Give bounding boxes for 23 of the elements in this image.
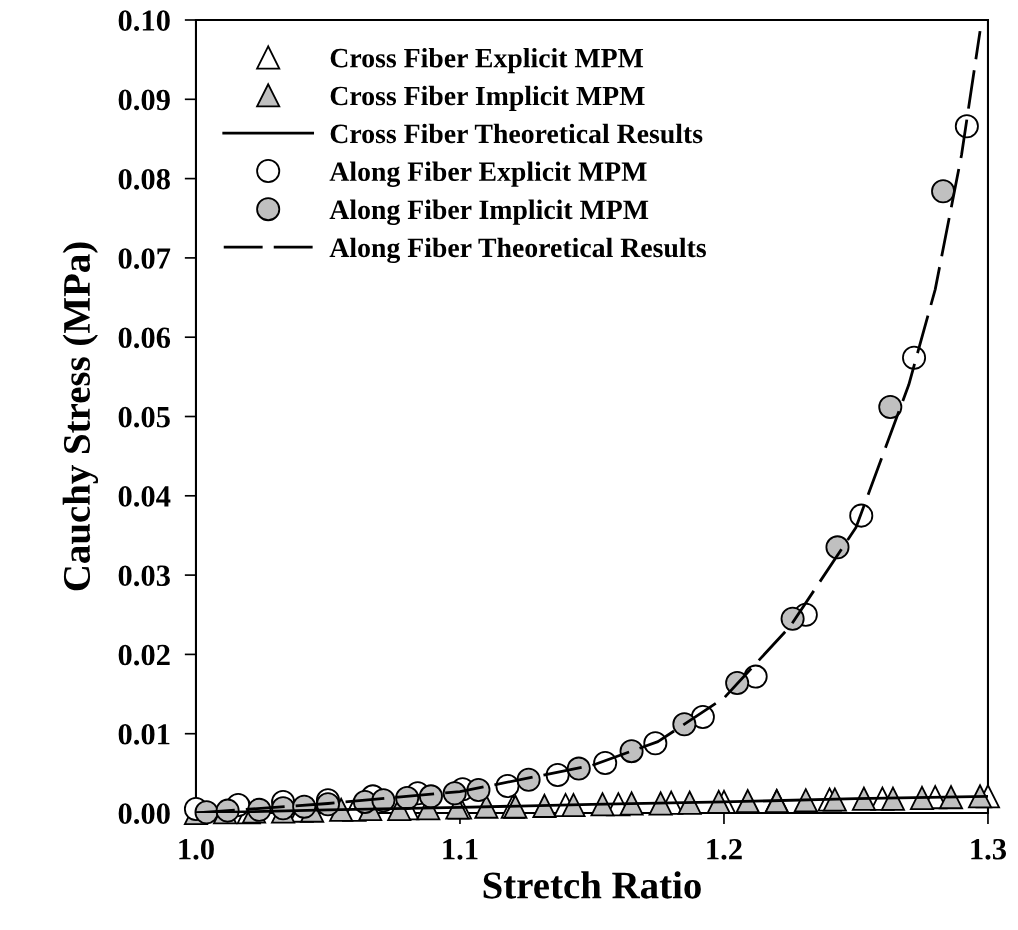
y-tick-label: 0.10 (118, 10, 170, 32)
y-tick-label: 0.07 (118, 248, 171, 269)
x-tick-label: 1.3 (971, 838, 1007, 860)
x-tick-label: 1.0 (179, 838, 214, 860)
legend-label: Cross Fiber Implicit MPM (330, 85, 645, 111)
legend-label: Along Fiber Implicit MPM (329, 199, 649, 226)
legend-label: Along Fiber Explicit MPM (329, 161, 647, 187)
y-tick-label: 0.01 (118, 723, 170, 745)
legend-label: Cross Fiber Explicit MPM (330, 47, 644, 74)
y-tick-label: 0.06 (118, 327, 171, 349)
y-tick-label: 0.08 (118, 168, 170, 190)
x-axis-title: Stretch Ratio (483, 871, 701, 899)
legend-label: Cross Fiber Theoretical Results (330, 123, 703, 144)
y-tick-label: 0.09 (118, 89, 170, 111)
y-tick-label: 0.05 (118, 406, 170, 428)
y-axis-title: Cauchy Stress (MPa) (62, 242, 99, 591)
y-tick-label: 0.04 (118, 486, 171, 507)
y-tick-label: 0.02 (118, 644, 170, 666)
y-tick-label: 0.00 (118, 803, 170, 825)
legend-label: Along Fiber Theoretical Results (329, 237, 706, 264)
y-tick-label: 0.03 (118, 565, 170, 587)
x-tick-label: 1.2 (707, 838, 742, 860)
x-tick-label: 1.1 (443, 839, 478, 860)
